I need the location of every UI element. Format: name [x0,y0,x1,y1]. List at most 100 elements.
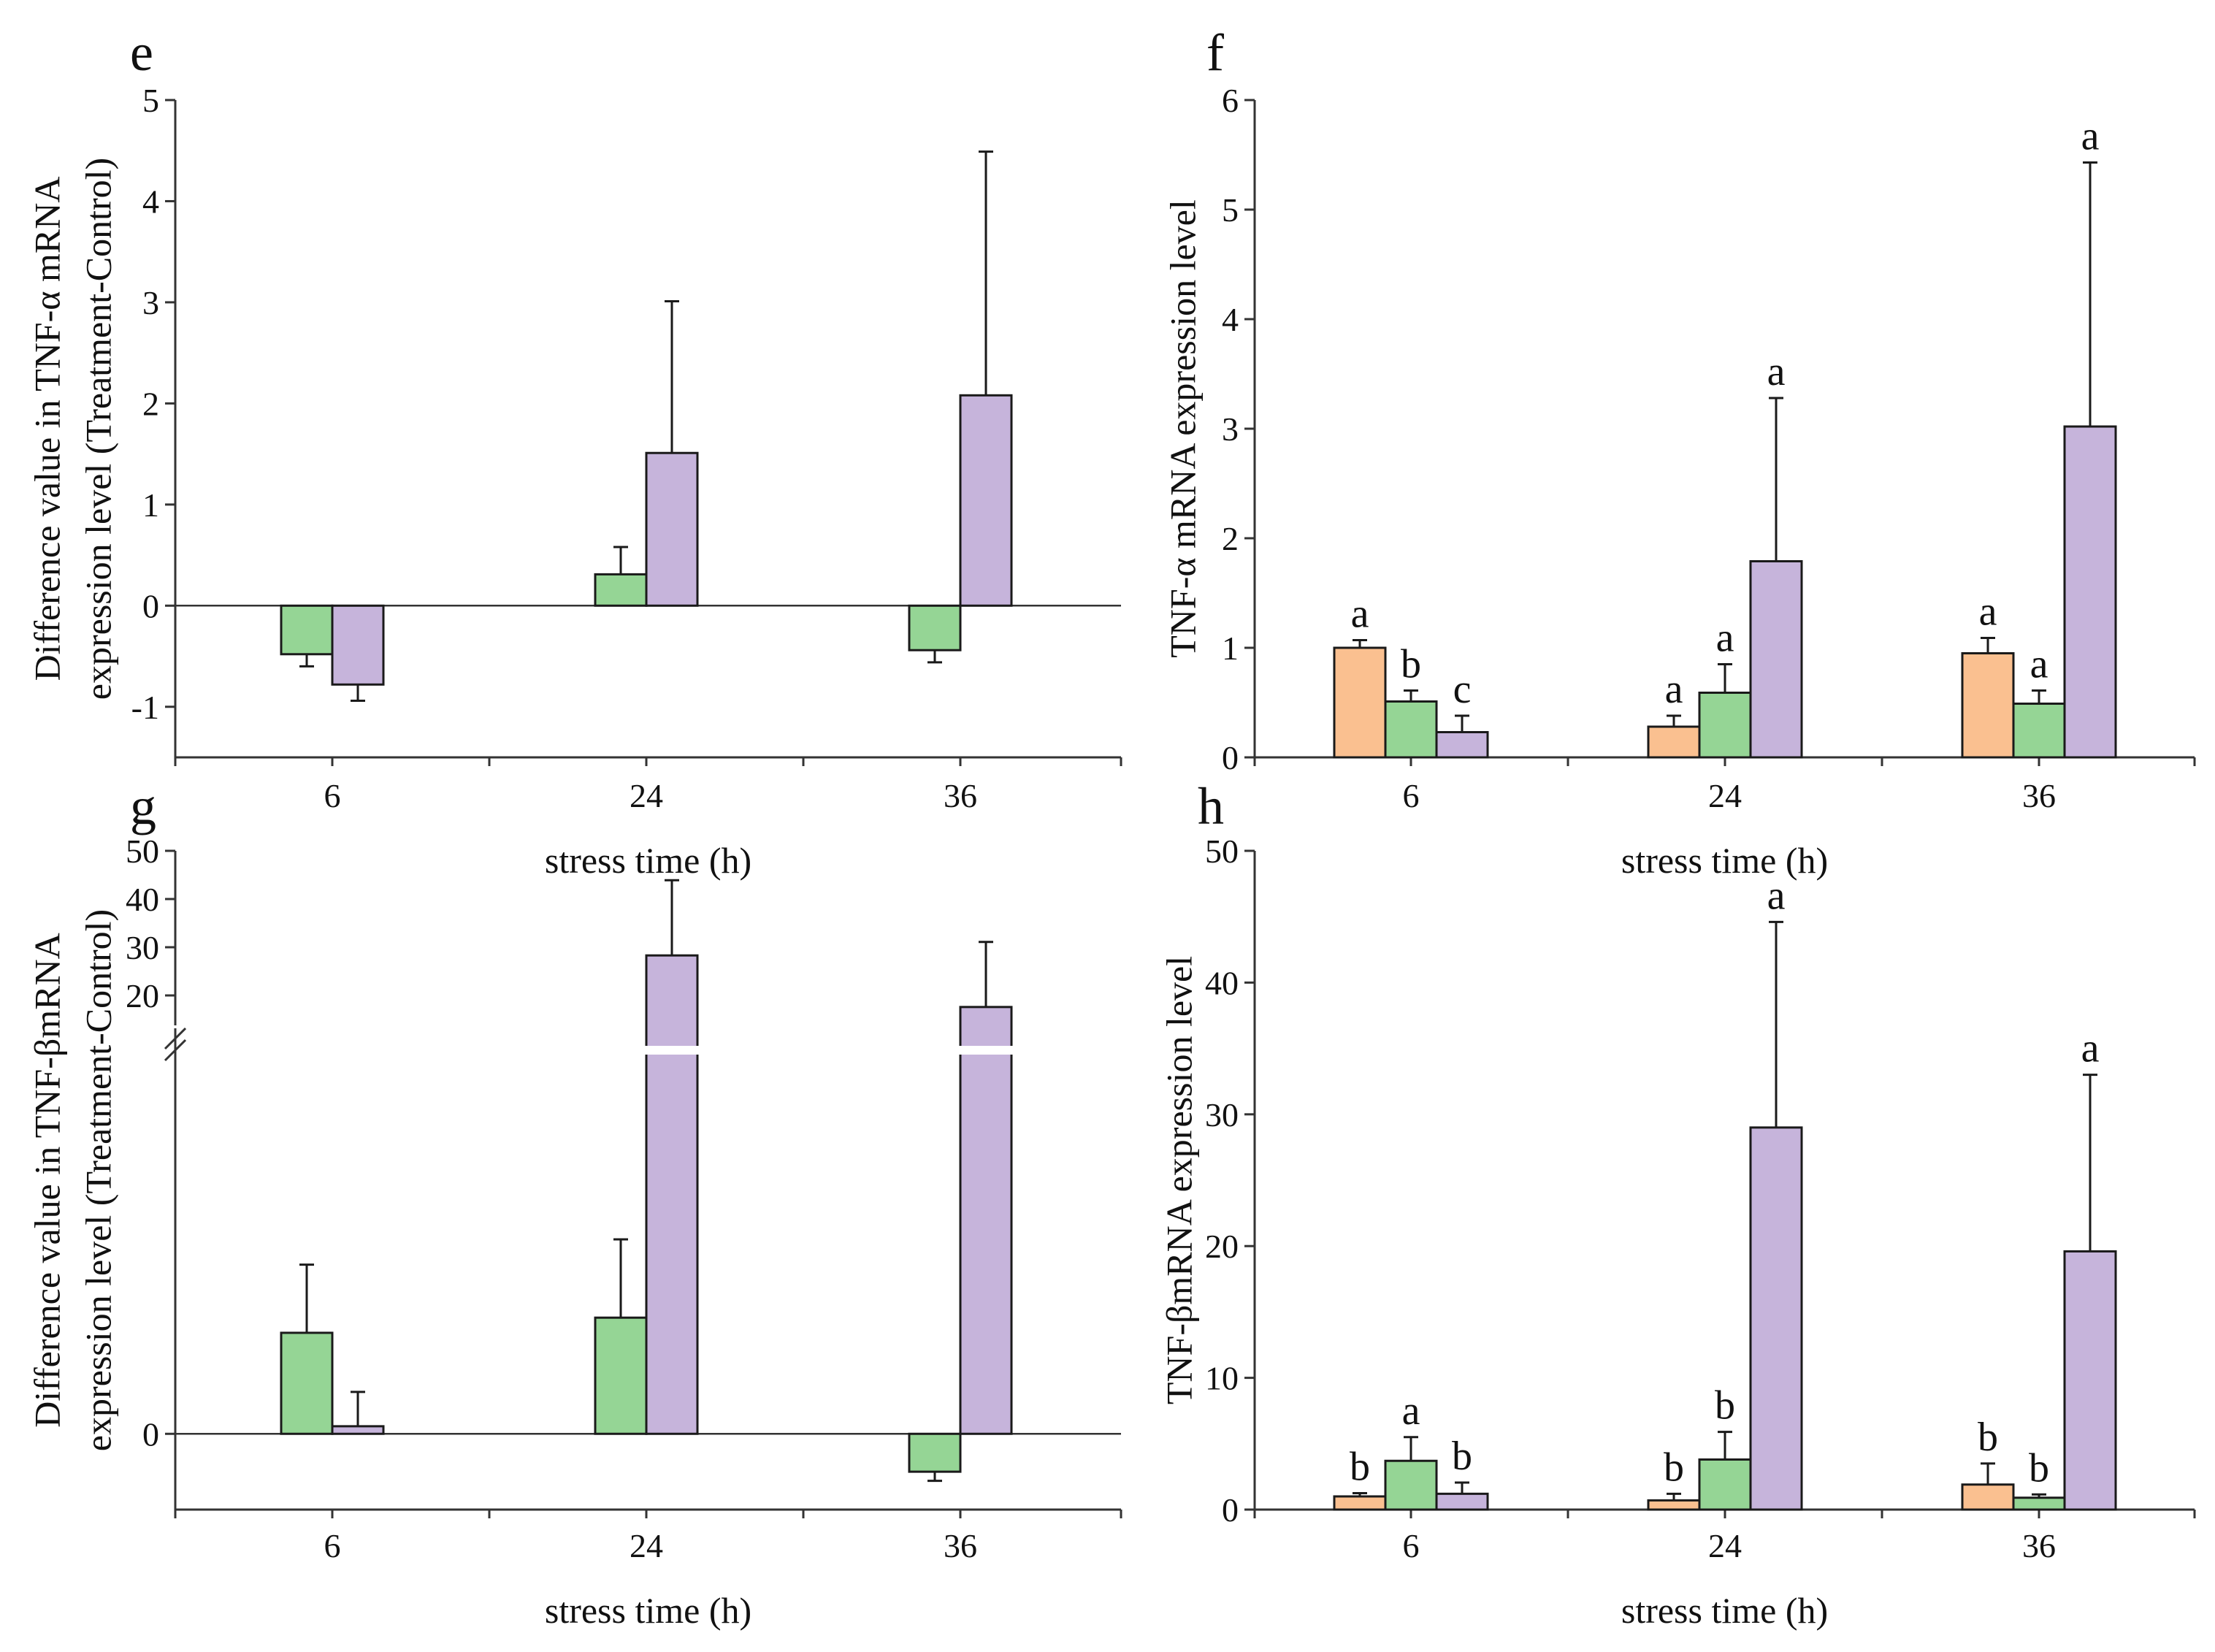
x-tick-label: 36 [944,777,977,814]
bar-purple-24 [645,451,699,607]
significance-letter: a [1767,873,1786,918]
significance-letter: b [2029,1445,2049,1491]
significance-letter: b [1452,1434,1472,1479]
significance-letter: b [1715,1383,1735,1429]
x-tick-label: 36 [2022,1527,2056,1564]
bar-green-6 [280,1331,334,1435]
x-axis-label: stress time (h) [1621,840,1828,881]
y-tick-label: 0 [1222,1491,1239,1529]
panel-f: f 0 1 2 3 4 5 6 6 24 36 stress time (h) TNF-α mRNA … [1162,23,2196,881]
significance-letter: a [1402,1388,1420,1434]
bar-purple-6 [1435,1492,1489,1511]
y-tick-label: 40 [126,881,159,918]
bar-purple-6 [1435,731,1489,759]
y-axis-label: Difference value in TNF-βmRNA [26,933,67,1428]
significance-letter: a [1351,592,1369,637]
panel-label-e: e [130,23,153,82]
bar-purple-36 [959,1006,1013,1435]
x-tick-label: 24 [1708,777,1742,814]
y-tick-label: 6 [1222,82,1239,119]
y-axis-label: expression level (Treatment-Control) [77,909,118,1451]
y-tick-label: 3 [142,284,159,321]
y-tick-label: 40 [1205,964,1239,1001]
bar-green-36 [908,1432,962,1473]
bar-break-gap [644,1046,700,1055]
y-tick-label: 10 [1205,1360,1239,1397]
y-tick-label: 4 [1222,301,1239,338]
bar-purple-36 [959,394,1013,607]
bar-purple-24 [645,954,699,1435]
y-tick-label: 20 [126,977,159,1014]
bar-purple-6 [331,1425,385,1435]
y-tick-label: 4 [142,183,159,220]
bar-green-24 [594,1316,648,1435]
panel-e: e -1 0 1 2 3 4 5 6 24 36 stress time (h) Difference… [26,23,1122,881]
y-tick-label: 30 [1205,1096,1239,1133]
significance-letter: b [1350,1444,1370,1489]
y-tick-label: -1 [131,689,159,726]
bar-green-36 [2012,1496,2066,1511]
x-axis-label: stress time (h) [545,840,751,881]
bar-green-6 [1384,1459,1438,1511]
y-tick-label: 5 [142,82,159,119]
x-tick-label: 6 [324,777,341,814]
bar-green-6 [1384,700,1438,759]
bar-green-36 [908,604,962,651]
x-tick-label: 6 [1403,1527,1420,1564]
significance-letter: c [1453,667,1472,712]
significance-letter: a [1979,589,1997,635]
x-tick-label: 24 [1708,1527,1742,1564]
y-tick-label: 30 [126,929,159,966]
panel-label-g: g [130,777,156,835]
bar-green-6 [280,604,334,656]
y-axis-label: Difference value in TNF-α mRNA [26,177,67,681]
x-tick-label: 24 [630,1527,663,1564]
y-tick-label: 3 [1222,410,1239,448]
y-tick-label: 0 [142,587,159,624]
x-axis-label: stress time (h) [1621,1590,1828,1631]
panel-g: g 0 20 30 40 50 6 24 36 stress time (h) Differenc… [26,777,1122,1631]
x-tick-label: 36 [944,1527,977,1564]
y-axis-label: TNF-βmRNA expression level [1158,956,1199,1404]
bar-green-24 [1698,692,1752,759]
significance-letter: a [2081,1026,2100,1071]
bar-break-gap [958,1046,1014,1055]
bar-green-36 [2012,703,2066,759]
significance-letter: a [1767,349,1786,394]
y-tick-label: 2 [1222,520,1239,557]
x-tick-label: 6 [324,1527,341,1564]
x-tick-label: 36 [2022,777,2056,814]
significance-letter: b [1978,1415,1998,1460]
panel-label-h: h [1198,777,1224,835]
y-tick-label: 0 [142,1415,159,1453]
y-tick-label: 1 [142,486,159,524]
y-tick-label: 50 [1205,833,1239,870]
bar-orange-36 [1961,1483,2015,1511]
bar-orange-24 [1647,1499,1701,1511]
significance-letter: a [1716,616,1734,661]
bar-orange-36 [1961,652,2015,759]
significance-letter: a [1665,667,1683,712]
bar-purple-36 [2063,1250,2117,1511]
significance-letter: b [1664,1445,1684,1490]
bar-orange-24 [1647,725,1701,759]
x-tick-label: 24 [630,777,663,814]
bar-orange-6 [1333,1495,1387,1511]
y-tick-label: 1 [1222,630,1239,667]
bar-green-24 [594,573,648,607]
axis-break-mark [164,1039,187,1062]
significance-letter: a [2030,642,2048,687]
panel-label-f: f [1206,23,1224,82]
y-axis-label: TNF-α mRNA expression level [1162,199,1203,658]
significance-letter: b [1401,642,1421,687]
axis-break-mark [164,1027,187,1050]
bar-purple-36 [2063,425,2117,759]
bar-purple-24 [1749,560,1803,759]
bar-purple-24 [1749,1126,1803,1511]
y-tick-label: 5 [1222,191,1239,229]
x-tick-label: 6 [1403,777,1420,814]
y-tick-label: 0 [1222,739,1239,776]
panel-h: h 0 10 20 30 40 50 6 24 36 stress time (h) TNF-βmR… [1158,777,2196,1631]
bar-purple-6 [331,604,385,686]
